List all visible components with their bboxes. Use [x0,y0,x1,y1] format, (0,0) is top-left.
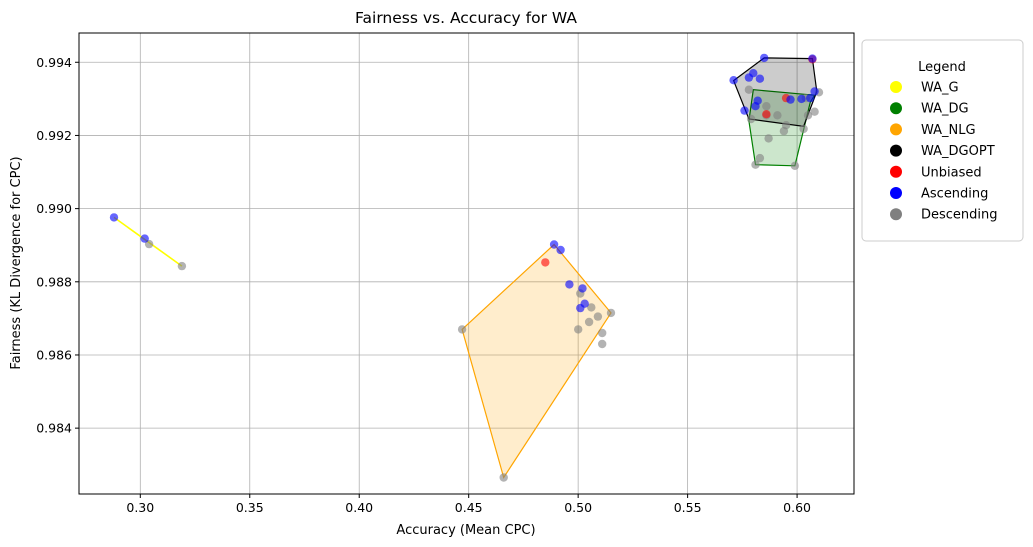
point-descending [598,339,607,349]
x-tick-label: 0.60 [783,500,811,515]
point-ascending [729,76,738,85]
point-descending [810,107,819,116]
x-tick-label: 0.55 [674,500,702,515]
x-tick-label: 0.30 [126,500,154,515]
x-tick-label: 0.40 [345,500,373,515]
legend-label: WA_NLG [921,123,976,138]
x-tick-label: 0.35 [236,500,264,515]
point-ascending [576,303,585,313]
chart-title: Fairness vs. Accuracy for WA [355,9,577,27]
legend-marker [890,208,902,221]
point-ascending [549,240,559,249]
point-ascending [751,102,760,111]
point-descending [177,261,187,271]
legend-marker [890,165,902,178]
point-ascending [556,245,565,255]
legend-marker [890,144,902,157]
point-ascending [808,54,817,63]
x-tick-label: 0.50 [564,500,592,515]
point-descending [803,111,813,120]
legend-label: WA_G [921,81,959,96]
point-ascending [109,213,119,222]
y-tick-label: 0.994 [36,55,72,70]
legend-marker [890,123,902,136]
point-descending [606,308,616,318]
point-descending [587,303,596,312]
point-descending [593,312,603,321]
legend-label: Ascending [921,187,988,202]
point-descending [574,325,583,334]
point-ascending [740,106,749,115]
point-unbiased [541,258,550,267]
point-descending [744,85,754,94]
legend-label: WA_DGOPT [921,144,995,159]
point-descending [499,473,508,482]
y-tick-label: 0.984 [36,421,72,436]
point-unbiased [762,110,771,119]
point-descending [755,153,765,163]
point-ascending [806,93,815,103]
grid-lines [79,33,854,494]
point-descending [584,317,594,327]
point-descending [799,124,808,134]
legend-marker [890,81,902,93]
point-descending [781,121,791,130]
legend-label: Unbiased [921,165,982,180]
point-descending [457,325,467,334]
x-axis-ticks: 0.30 0.35 0.40 0.45 0.50 0.55 0.60 [126,494,811,515]
y-tick-label: 0.990 [36,201,72,216]
legend: Legend WA_G WA_DG WA_NLG WA_DGOPT Unbiased As… [861,39,1024,242]
point-ascending [786,95,795,104]
point-descending [764,134,773,143]
point-ascending [578,284,587,293]
legend-title: Legend [918,60,966,75]
point-ascending [797,94,806,104]
point-ascending [749,69,758,78]
point-descending [598,328,607,338]
x-tick-label: 0.45 [455,500,483,515]
point-descending [751,160,760,169]
point-descending [790,161,800,170]
y-axis-title: Fairness (KL Divergence for CPC) [9,156,24,369]
legend-label: WA_DG [921,102,969,117]
y-tick-label: 0.992 [36,128,72,143]
legend-label: Descending [921,208,998,223]
point-ascending [810,87,819,96]
point-ascending [760,53,769,63]
y-tick-label: 0.988 [36,274,72,289]
point-descending [746,114,756,124]
point-descending [762,102,771,111]
points-layer [109,53,824,482]
legend-marker [890,102,902,115]
point-ascending [755,74,765,83]
point-descending [773,111,782,120]
y-axis-ticks: 0.984 0.986 0.988 0.990 0.992 0.994 [36,55,79,436]
plot-frame [78,32,855,495]
legend-box [861,39,1024,242]
legend-marker [890,187,902,199]
x-axis-title: Accuracy (Mean CPC) [396,523,535,538]
y-tick-label: 0.986 [36,347,72,362]
point-ascending [565,280,574,289]
point-ascending [140,234,149,243]
legend-entries: WA_G WA_DG WA_NLG WA_DGOPT Unbiased Ascending… [890,81,998,223]
